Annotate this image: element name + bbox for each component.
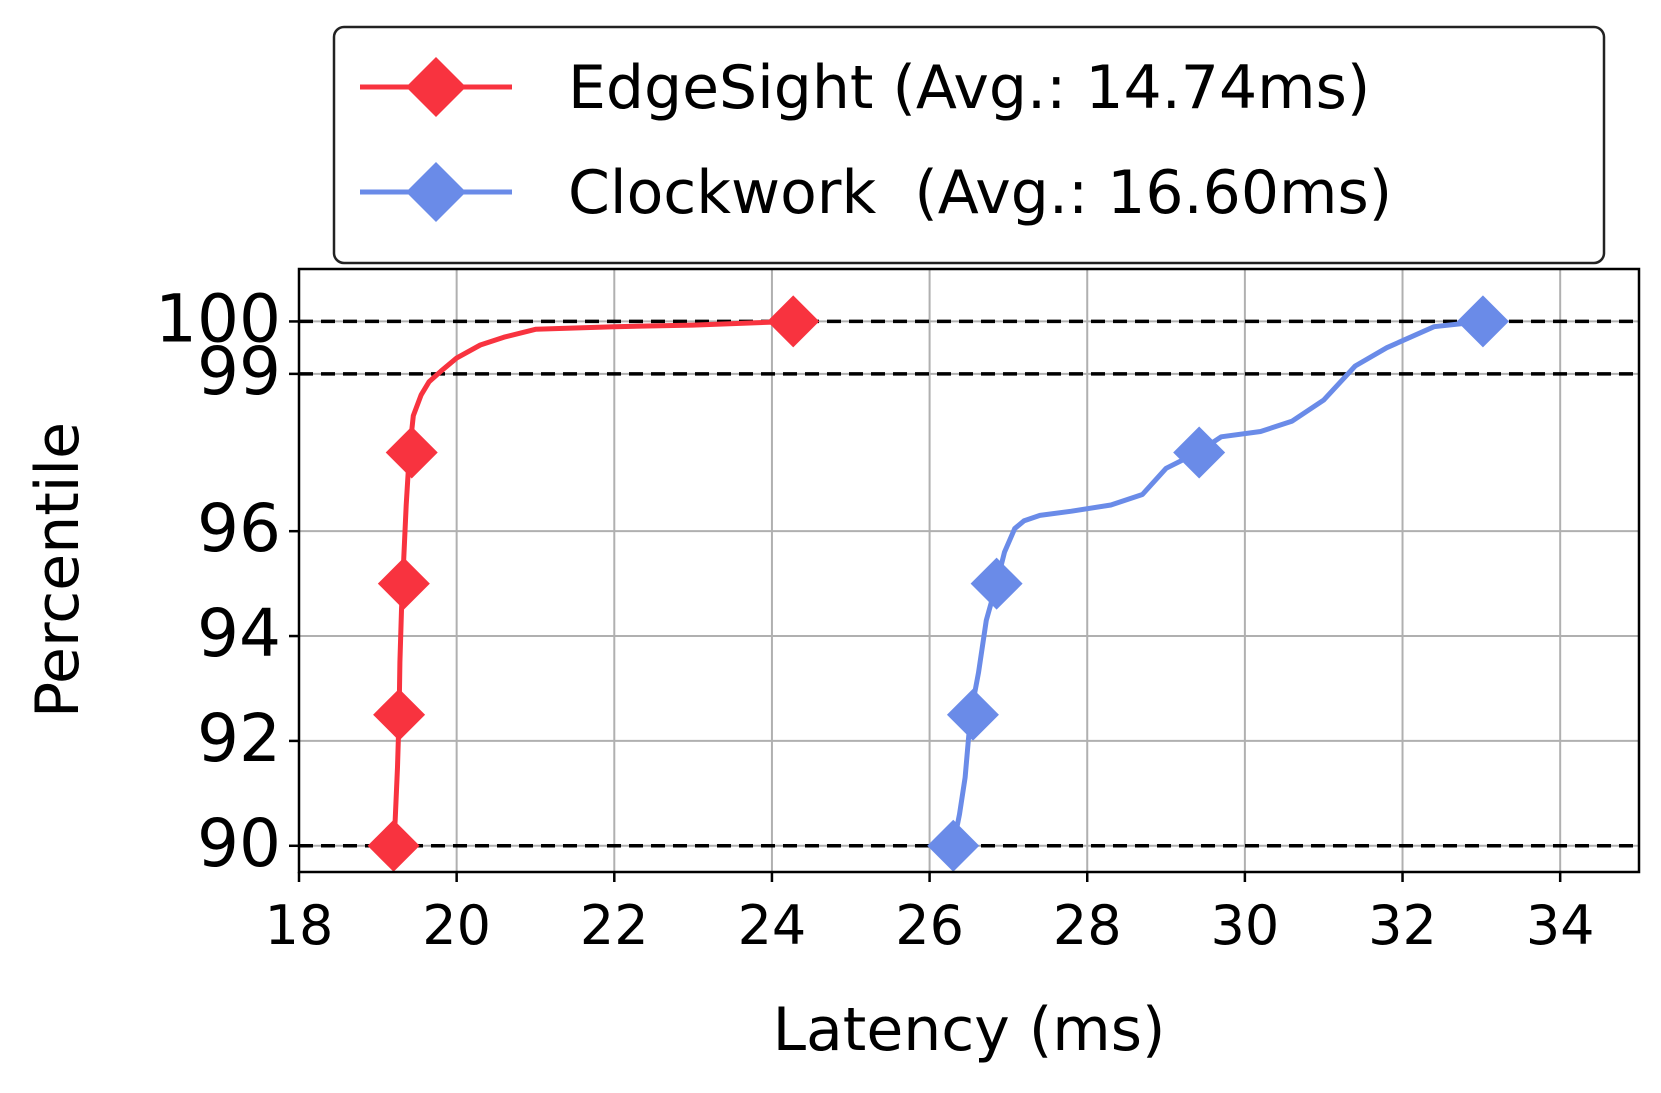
x-tick-label: 22	[580, 894, 649, 957]
y-tick-label: 94	[197, 595, 281, 672]
plot-frame	[297, 267, 1641, 874]
series-marker-0	[367, 819, 420, 872]
x-tick-label: 34	[1526, 894, 1595, 957]
x-tick-label: 26	[895, 894, 964, 957]
y-tick-label: 90	[197, 805, 281, 882]
x-tick-label: 28	[1053, 894, 1122, 957]
series-marker-1	[1173, 426, 1226, 479]
grid-lines	[298, 269, 1639, 872]
legend-box	[332, 25, 1606, 265]
series-marker-1	[946, 688, 999, 741]
series-line-0	[391, 318, 796, 849]
legend-label-edgesight: EdgeSight (Avg.: 14.74ms)	[568, 53, 1370, 123]
series-layer	[367, 295, 1509, 872]
legend: EdgeSight (Avg.: 14.74ms) Clockwork (Avg…	[332, 25, 1606, 265]
x-tick-label: 18	[265, 894, 334, 957]
x-axis: 18 20 22 24 26 28 30 32 34	[265, 872, 1595, 957]
series-marker-0	[377, 557, 430, 610]
reference-lines	[299, 319, 1639, 848]
legend-marker-clockwork	[406, 162, 466, 222]
y-tick-label: 100	[155, 280, 281, 357]
series-marker-1	[970, 557, 1023, 610]
x-tick-label: 30	[1211, 894, 1280, 957]
legend-label-clockwork: Clockwork (Avg.: 16.60ms)	[568, 158, 1392, 228]
y-axis-label: Percentile	[23, 422, 93, 718]
legend-marker-edgesight	[406, 57, 466, 117]
y-tick-label: 92	[197, 700, 281, 777]
series-line-1	[950, 318, 1486, 849]
x-axis-label: Latency (ms)	[773, 995, 1166, 1065]
series-marker-1	[1456, 295, 1509, 348]
y-tick-label: 99	[197, 333, 281, 410]
series-marker-0	[373, 688, 426, 741]
series-marker-0	[385, 426, 438, 479]
x-tick-label: 20	[422, 894, 491, 957]
x-tick-label: 32	[1368, 894, 1437, 957]
y-tick-label: 96	[197, 490, 281, 567]
series-marker-1	[927, 819, 980, 872]
x-tick-label: 24	[738, 894, 807, 957]
series-marker-0	[767, 295, 820, 348]
